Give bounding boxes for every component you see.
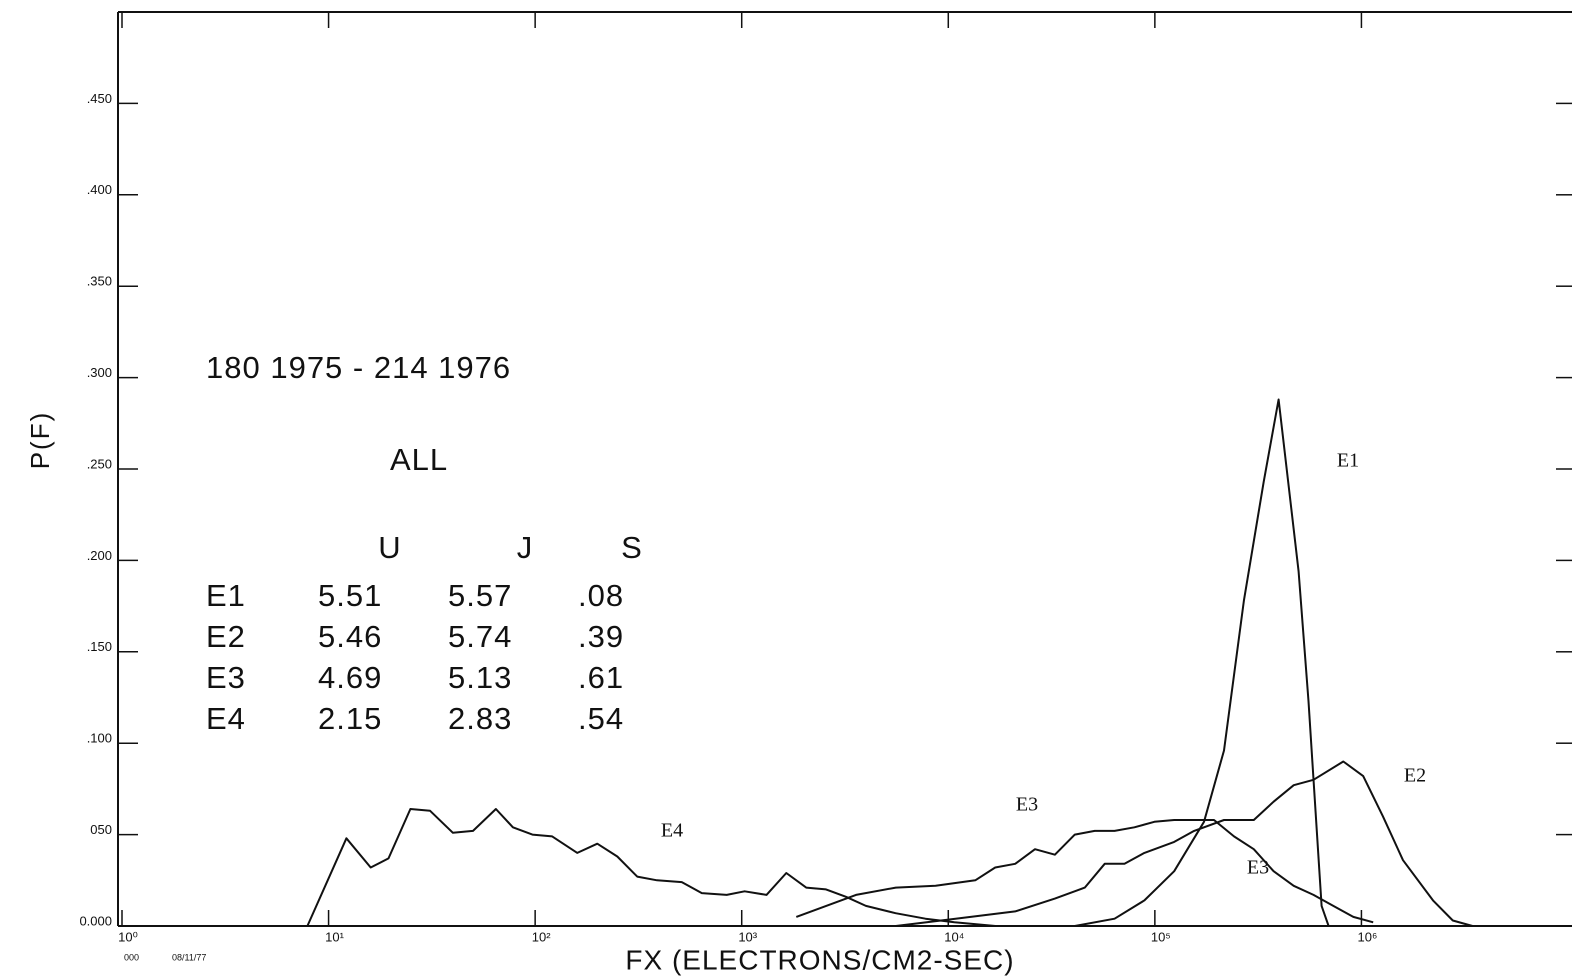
y-tick-label: 050: [90, 822, 112, 837]
footer-code: 000: [124, 952, 139, 962]
curve-label: E3: [1016, 794, 1038, 816]
curve-label: E4: [661, 820, 683, 842]
table-cell: E4: [206, 701, 246, 736]
y-tick-label: .300: [87, 365, 112, 380]
y-tick-label: 0.000: [79, 913, 112, 928]
y-tick-label: .150: [87, 639, 112, 654]
y-tick-label: .100: [87, 731, 112, 746]
series-line: [306, 808, 996, 927]
table-cell: 2.83: [448, 701, 512, 736]
table-cell: .08: [578, 578, 624, 613]
curve-label: E2: [1404, 765, 1426, 787]
table-cell: .61: [578, 660, 624, 695]
table-cell: E3: [206, 660, 246, 695]
table-cell: E1: [206, 578, 246, 613]
x-axis-label: FX (ELECTRONS/CM2-SEC): [625, 944, 1014, 975]
series-line: [895, 760, 1473, 927]
x-tick-label: 10²: [532, 929, 551, 944]
curve-label: E1: [1337, 450, 1359, 472]
curve-label: E3: [1247, 857, 1269, 879]
table-header: U: [378, 530, 401, 565]
y-tick-label: .200: [87, 548, 112, 563]
group: ALL: [390, 442, 448, 477]
series-line: [1074, 398, 1330, 927]
table-cell: 5.74: [448, 619, 512, 654]
series-line: [795, 819, 1374, 924]
table-cell: E2: [206, 619, 246, 654]
period: 180 1975 - 214 1976: [206, 350, 511, 385]
x-tick-label: 10⁶: [1358, 929, 1378, 944]
table-cell: .54: [578, 701, 624, 736]
table-cell: 5.46: [318, 619, 382, 654]
table-cell: .39: [578, 619, 624, 654]
y-tick-label: .400: [87, 182, 112, 197]
table-cell: 2.15: [318, 701, 382, 736]
x-tick-label: 10¹: [325, 929, 344, 944]
table-cell: 5.57: [448, 578, 512, 613]
y-axis-label: P(F): [25, 411, 55, 470]
x-tick-label: 10⁴: [944, 929, 964, 944]
y-tick-label: .250: [87, 456, 112, 471]
table-header: S: [621, 530, 643, 565]
table-header: J: [517, 530, 534, 565]
y-tick-label: .450: [87, 91, 112, 106]
footer-date: 08/11/77: [172, 952, 206, 962]
x-tick-label: 10⁰: [118, 929, 138, 944]
table-cell: 5.13: [448, 660, 512, 695]
y-tick-label: .350: [87, 274, 112, 289]
table-cell: 4.69: [318, 660, 382, 695]
x-tick-label: 10³: [738, 929, 757, 944]
table-cell: 5.51: [318, 578, 382, 613]
x-tick-label: 10⁵: [1151, 929, 1171, 944]
